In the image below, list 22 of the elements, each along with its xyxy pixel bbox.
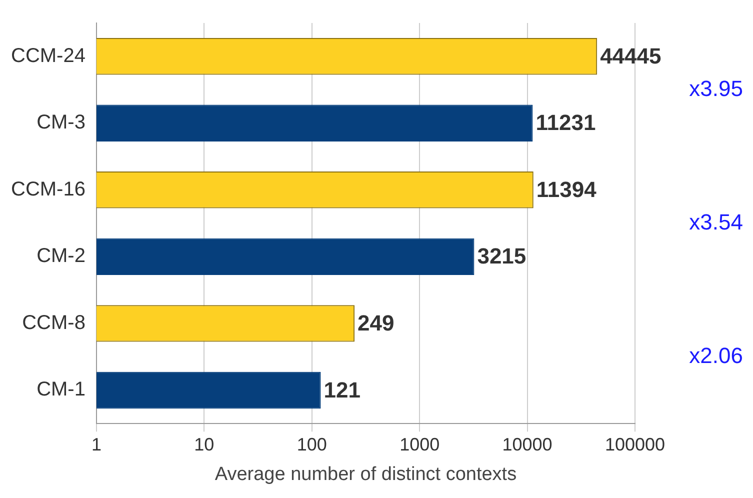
- text: x2.06: [689, 342, 743, 368]
- text: x3.95: [689, 76, 743, 101]
- x-tick-label: 10000: [502, 434, 552, 454]
- x-axis-title: Average number of distinct contexts: [214, 464, 517, 485]
- y-tick-label: CCM-8: [22, 312, 86, 334]
- x-tick-label: 10: [194, 434, 214, 454]
- text: x3.54: [689, 209, 743, 234]
- y-tick-label: CM-2: [36, 245, 86, 268]
- data-label: 11231: [536, 110, 596, 136]
- y-tick-label: CCM-24: [11, 44, 86, 67]
- data-label: 3215: [477, 244, 526, 269]
- data-label: 249: [358, 310, 394, 336]
- x-tick-label: 100000: [604, 434, 666, 454]
- x-tick-label: 100: [296, 434, 327, 454]
- data-label: 44445: [600, 43, 662, 68]
- data-label: 11394: [536, 176, 598, 202]
- y-tick-label: CCM-16: [11, 178, 86, 200]
- x-tick-label: 1: [91, 434, 102, 454]
- x-tick-label: 1000: [400, 434, 440, 454]
- y-tick-label: CM-1: [36, 378, 86, 401]
- data-label: 121: [324, 377, 361, 402]
- y-tick-label: CM-3: [36, 112, 86, 134]
